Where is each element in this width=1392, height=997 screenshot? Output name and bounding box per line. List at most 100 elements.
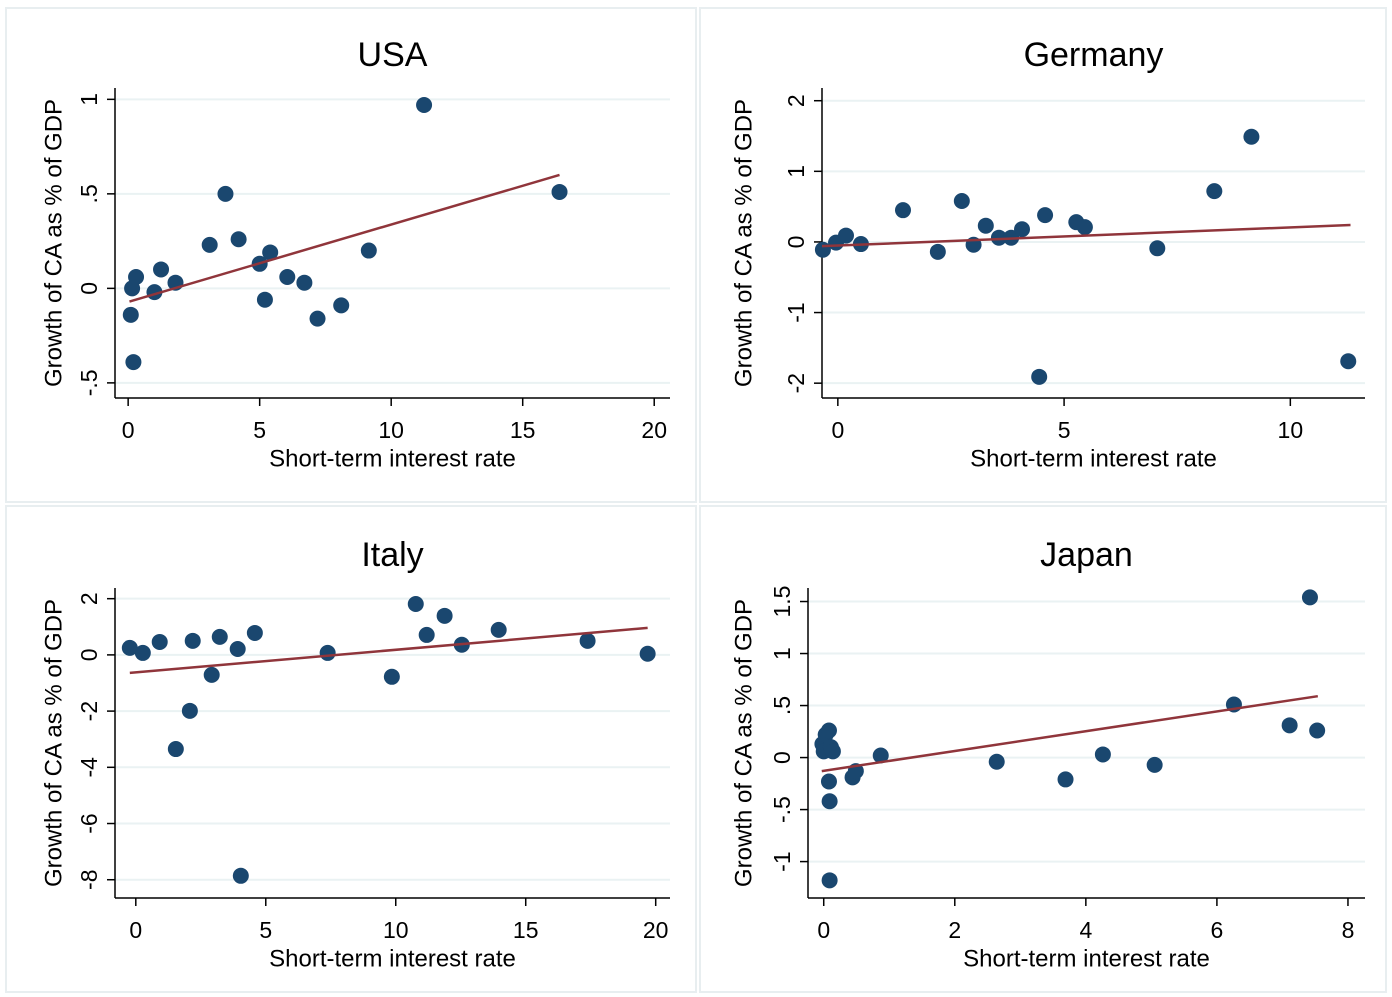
y-tick-label: -.5	[769, 796, 795, 823]
x-tick-label: 8	[1342, 917, 1355, 943]
x-tick-label: 15	[513, 917, 539, 943]
y-tick-label: .5	[769, 696, 795, 715]
x-tick-label: 15	[510, 417, 536, 443]
chart-title: Japan	[1040, 536, 1133, 574]
scatter-point	[201, 236, 218, 253]
scatter-point	[1301, 589, 1318, 606]
scatter-point	[383, 668, 400, 685]
y-axis-label: Growth of CA as % of GDP	[730, 99, 757, 387]
scatter-point	[230, 231, 247, 248]
scatter-point	[977, 217, 994, 234]
scatter-point	[407, 596, 424, 613]
scatter-point	[1014, 221, 1031, 238]
fit-line	[129, 173, 560, 303]
scatter-point	[121, 639, 138, 656]
scatter-point	[217, 185, 234, 202]
scatter-point	[436, 607, 453, 624]
panel-frame	[5, 7, 697, 503]
scatter-point	[279, 269, 296, 286]
scatter-point	[1094, 746, 1111, 763]
fit-line	[821, 694, 1319, 773]
y-tick-label: -.5	[76, 369, 102, 396]
x-tick-label: 0	[817, 917, 830, 943]
x-axis-label: Short-term interest rate	[963, 945, 1210, 972]
scatter-point	[1031, 368, 1048, 385]
y-axis-label: Growth of CA as % of GDP	[40, 599, 67, 887]
scatter-point	[296, 274, 313, 291]
y-tick-label: 1	[783, 165, 809, 178]
scatter-point	[309, 310, 326, 327]
scatter-point	[203, 666, 220, 683]
x-tick-label: 6	[1211, 917, 1224, 943]
y-tick-label: 1	[769, 647, 795, 660]
scatter-point	[1243, 128, 1260, 145]
scatter-point	[151, 633, 168, 650]
scatter-point	[1309, 722, 1326, 739]
scatter-point	[1076, 219, 1093, 236]
scatter-point	[872, 747, 889, 764]
scatter-point	[821, 793, 838, 810]
scatter-point	[1146, 756, 1163, 773]
scatter-point	[360, 242, 377, 259]
chart-title: Italy	[361, 536, 423, 574]
x-tick-label: 20	[643, 917, 669, 943]
x-axis-label: Short-term interest rate	[269, 445, 516, 472]
y-tick-label: -4	[76, 757, 102, 778]
scatter-point	[333, 297, 350, 314]
scatter-point	[490, 621, 507, 638]
y-tick-label: 2	[783, 94, 809, 107]
scatter-point	[167, 741, 184, 758]
y-tick-label: -6	[76, 813, 102, 833]
scatter-point	[153, 261, 170, 278]
x-tick-label: 0	[129, 917, 142, 943]
x-tick-label: 5	[259, 917, 272, 943]
y-tick-label: -1	[783, 302, 809, 322]
scatter-point	[134, 644, 151, 661]
scatter-point	[551, 183, 568, 200]
scatter-point	[181, 702, 198, 719]
panel: -2 -1 0 1 2 0 5 10 Germany Short-term interest ra…	[699, 7, 1387, 503]
scatter-point	[953, 192, 970, 209]
scatter-point	[988, 753, 1005, 770]
y-tick-label: .5	[76, 184, 102, 203]
x-tick-label: 0	[122, 417, 135, 443]
scatter-point	[820, 722, 837, 739]
scatter-point	[1057, 771, 1074, 788]
y-tick-label: -2	[76, 701, 102, 721]
x-tick-label: 5	[253, 417, 266, 443]
scatter-point	[1037, 207, 1054, 224]
scatter-point	[211, 628, 228, 645]
x-tick-label: 10	[383, 917, 409, 943]
x-tick-label: 10	[378, 417, 404, 443]
x-tick-label: 10	[1278, 417, 1304, 443]
x-axis-label: Short-term interest rate	[970, 445, 1217, 472]
y-tick-label: -1	[769, 851, 795, 871]
y-tick-label: 0	[76, 282, 102, 295]
chart-title: Germany	[1024, 36, 1164, 74]
scatter-point	[128, 269, 145, 286]
scatter-point	[229, 640, 246, 657]
y-tick-label: -8	[76, 870, 102, 890]
scatter-point	[1340, 353, 1357, 370]
panel-frame	[699, 7, 1387, 503]
x-tick-label: 5	[1058, 417, 1071, 443]
scatter-point	[1281, 717, 1298, 734]
x-tick-label: 4	[1079, 917, 1092, 943]
x-tick-label: 2	[948, 917, 961, 943]
y-tick-label: 0	[769, 751, 795, 764]
scatter-point	[416, 97, 433, 114]
scatter-point	[125, 354, 142, 371]
scatter-point	[579, 632, 596, 649]
y-tick-label: 1.5	[769, 586, 795, 618]
fit-line	[129, 626, 648, 675]
scatter-point	[639, 645, 656, 662]
y-tick-label: 0	[76, 648, 102, 661]
scatter-point	[929, 243, 946, 260]
y-tick-label: 2	[76, 592, 102, 605]
y-tick-label: -2	[783, 373, 809, 393]
panel: -1 -.5 0 .5 1 1.5 0 2 4 6 8 Japan Short-term interes…	[699, 505, 1387, 993]
scatter-point	[824, 743, 841, 760]
